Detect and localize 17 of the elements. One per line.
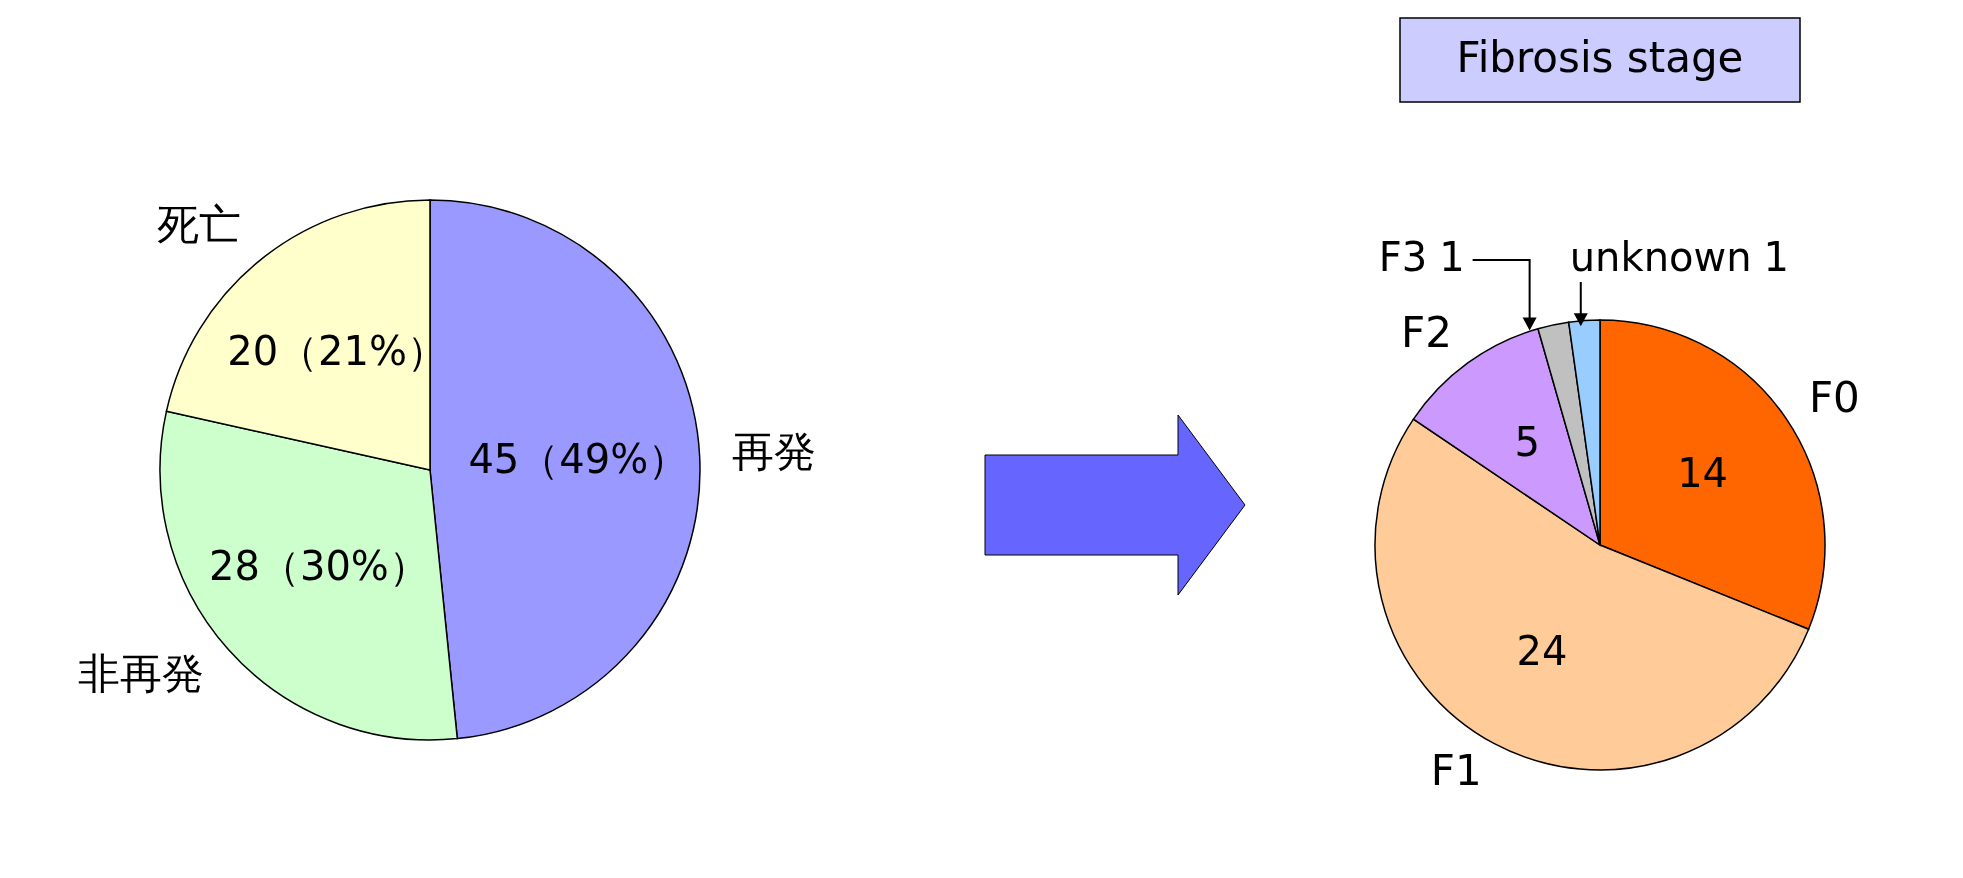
data-label: 14 [1677, 449, 1729, 496]
slice-label: F2 [1400, 308, 1452, 358]
data-label: 20（21%） [227, 328, 448, 375]
slice-label: F3 [1378, 234, 1428, 280]
chart-title: Fibrosis stage [1456, 32, 1744, 82]
data-label: 24 [1516, 628, 1568, 675]
slice-label: F0 [1808, 372, 1860, 422]
slice-label: 死亡 [156, 200, 241, 250]
data-label: 28（30%） [209, 542, 429, 589]
slice-label: unknown [1569, 234, 1752, 280]
data-label: 1 [1763, 234, 1789, 280]
data-label: 45（49%） [468, 436, 689, 483]
slice-label: F1 [1430, 745, 1482, 795]
slice-label: 再発 [732, 426, 817, 476]
slice-label: 非再発 [77, 648, 204, 698]
data-label: 1 [1439, 234, 1465, 280]
data-label: 5 [1514, 418, 1540, 465]
